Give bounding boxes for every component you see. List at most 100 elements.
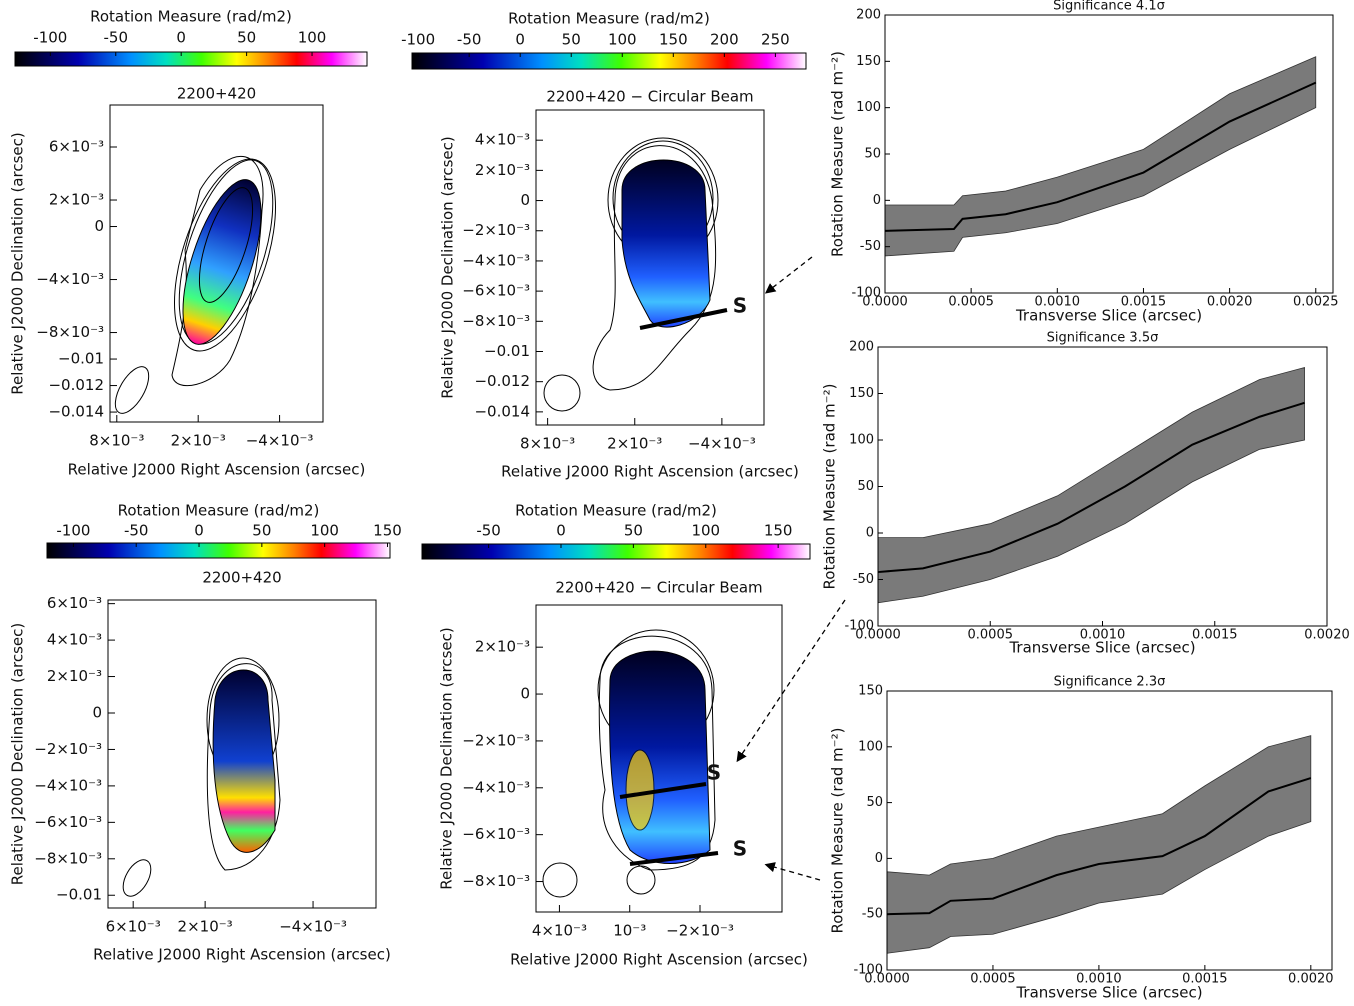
x-tick-label: 0.0015 [1182,972,1228,987]
y-tick-label: −0.014 [48,403,104,421]
plot-frame [886,690,1333,971]
x-tick-label: 0.0000 [864,972,910,987]
y-tick-label: 100 [856,100,881,115]
colorbar-tick-label: 100 [691,522,720,540]
y-tick-label: -50 [860,239,881,254]
colorbar-tick-label: 50 [562,31,581,49]
colorbar-tick-label: 150 [764,522,793,540]
y-tick-label: -100 [844,619,874,634]
x-axis-label: Transverse Slice (arcsec) [1008,639,1195,657]
y-tick-label: 0 [873,193,881,208]
x-tick-label: 0.0020 [1207,295,1253,310]
x-tick-label: 8×10⁻³ [89,432,144,450]
x-tick-label: 2×10⁻³ [171,432,226,450]
y-axis-label: Rotation Measure (rad m⁻²) [829,728,847,934]
y-tick-label: 2×10⁻³ [475,161,530,179]
x-tick-label: 0.0005 [948,295,994,310]
colorbar-tick-label: -100 [401,31,435,49]
x-tick-label: −4×10⁻³ [688,435,756,453]
error-band [886,735,1312,954]
colorbar-tick-label: 50 [252,522,271,540]
y-tick-label: -50 [853,572,874,587]
y-tick-label: 4×10⁻³ [475,131,530,149]
y-axis-label: Relative J2000 Declination (arcsec) [439,136,457,398]
plot-frame [535,109,765,426]
colorbar-tick-label: -50 [476,522,501,540]
y-tick-label: 150 [856,54,881,69]
y-tick-label: 50 [864,147,881,162]
colorbar-tick-label: 250 [761,31,790,49]
y-tick-label: −0.01 [484,342,530,360]
x-tick-label: 0.0005 [970,972,1016,987]
y-tick-label: −6×10⁻³ [462,825,530,843]
y-tick-label: 200 [856,8,881,23]
map-image [122,657,281,897]
x-tick-label: 10⁻³ [613,922,646,940]
x-tick-label: 0.0020 [1288,972,1334,987]
error-band [884,56,1317,257]
x-tick-label: 8×10⁻³ [520,435,575,453]
colorbar-tick-label: -100 [33,29,67,47]
x-tick-label: −4×10⁻³ [246,432,314,450]
x-tick-label: 0.0000 [855,628,901,643]
chart-title: Significance 2.3σ [1054,675,1166,690]
colorbar-tick-label: 100 [608,31,637,49]
x-tick-label: 6×10⁻³ [106,918,161,936]
x-tick-label: 2×10⁻³ [178,918,233,936]
colorbar-label: Rotation Measure (rad/m2) [508,10,710,28]
plot-frame [535,604,783,913]
colorbar [411,52,807,70]
y-tick-label: 0 [875,851,883,866]
colorbar [14,51,368,67]
map-title: 2200+420 − Circular Beam [555,579,762,597]
line [886,777,1312,916]
y-tick-label: 50 [857,479,874,494]
y-tick-label: −4×10⁻³ [36,270,104,288]
colorbar-tick-label: 100 [298,29,327,47]
colorbar-tick-label: 0 [176,29,186,47]
colorbar-tick-label: 150 [659,31,688,49]
y-tick-label: −6×10⁻³ [34,813,102,831]
map-title: 2200+420 [202,569,281,587]
y-tick-label: 0 [520,685,530,703]
x-tick-label: −2×10⁻³ [666,922,734,940]
colorbar-tick-label: -50 [457,31,482,49]
slice-label: S [707,761,721,785]
y-tick-label: −6×10⁻³ [462,282,530,300]
y-tick-label: 4×10⁻³ [47,631,102,649]
x-tick-label: 2×10⁻³ [607,435,662,453]
y-tick-label: −0.012 [474,372,530,390]
y-tick-label: 0 [94,217,104,235]
map-title: 2200+420 − Circular Beam [546,88,753,106]
colorbar-label: Rotation Measure (rad/m2) [90,8,292,26]
y-axis-label: Relative J2000 Declination (arcsec) [9,623,27,885]
x-tick-label: 0.0015 [1121,295,1167,310]
x-axis-label: Relative J2000 Right Ascension (arcsec) [501,463,799,481]
map-image [542,629,719,898]
slice-label: S [733,294,747,318]
colorbar-tick-label: 100 [310,522,339,540]
y-tick-label: −2×10⁻³ [462,731,530,749]
x-tick-label: 0.0000 [862,295,908,310]
colorbar [46,542,391,559]
colorbar-tick-label: 150 [373,522,402,540]
y-tick-label: 150 [849,386,874,401]
y-tick-label: 2×10⁻³ [475,638,530,656]
colorbar-tick-label: 50 [624,522,643,540]
y-tick-label: 0 [92,703,102,721]
chart-title: Significance 4.1σ [1053,0,1165,14]
slice-label: S [733,837,747,861]
plot-frame [109,104,324,423]
x-tick-label: 0.0015 [1192,628,1238,643]
y-tick-label: −4×10⁻³ [34,776,102,794]
y-tick-label: −8×10⁻³ [462,872,530,890]
y-tick-label: 0 [866,526,874,541]
y-tick-label: 0 [520,191,530,209]
y-tick-label: −4×10⁻³ [462,778,530,796]
y-tick-label: -100 [851,286,881,301]
y-tick-label: -100 [853,963,883,978]
map-title: 2200+420 [177,85,256,103]
x-axis-label: Relative J2000 Right Ascension (arcsec) [510,951,808,969]
